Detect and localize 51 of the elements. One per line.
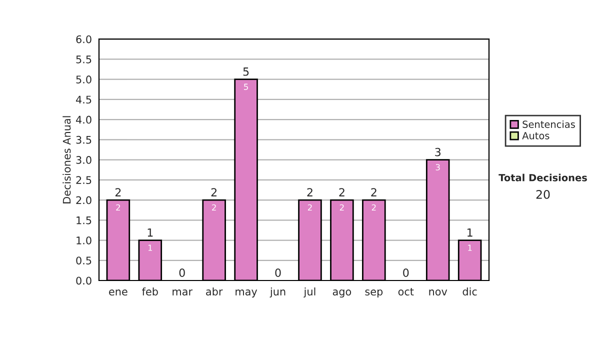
total-label: 5 xyxy=(243,68,249,76)
x-tick-label: jun xyxy=(270,287,286,298)
x-tick-label: ene xyxy=(109,290,128,296)
text: Total Decisiones xyxy=(498,174,587,182)
y-tick-label: 6.0 xyxy=(76,35,92,44)
x-tick-label: sep xyxy=(365,290,383,298)
x-tick-label: ago xyxy=(332,290,352,298)
data-label: 2 xyxy=(372,204,376,211)
total-label: 1 xyxy=(148,228,153,237)
y-tick-label: 0.0 xyxy=(76,276,92,285)
data-label: 3 xyxy=(436,164,440,170)
y-tick-label: 2.0 xyxy=(76,196,92,204)
total-label: 1 xyxy=(468,228,472,237)
data-label: 1 xyxy=(148,244,152,251)
x-tick-label: feb xyxy=(142,287,158,296)
x-tick-label: jul xyxy=(304,287,316,298)
y-tick-label: 0.5 xyxy=(76,256,92,264)
y-tick-label: 4.5 xyxy=(76,96,92,104)
total-label: 3 xyxy=(435,148,440,156)
y-tick-label: 5.0 xyxy=(76,76,92,84)
data-label: 1 xyxy=(468,244,472,251)
total-label: 0 xyxy=(275,268,281,277)
x-tick-label: abr xyxy=(206,287,223,296)
x-tick-label: mar xyxy=(172,290,193,296)
data-label: 2 xyxy=(308,204,312,211)
legend-label: Sentencias xyxy=(522,120,575,128)
total-label: 0 xyxy=(403,268,409,277)
y-tick-label: 3.0 xyxy=(76,156,92,164)
text: 20 xyxy=(536,190,550,199)
data-label: 2 xyxy=(116,204,120,211)
y-tick-label: 4.0 xyxy=(76,116,92,124)
total-label: 0 xyxy=(179,268,185,277)
data-label: 5 xyxy=(244,84,248,90)
y-tick-label: 5.5 xyxy=(76,56,92,64)
y-tick-label: 1.0 xyxy=(76,236,92,244)
y-tick-label: 3.5 xyxy=(76,136,92,144)
x-tick-label: oct xyxy=(398,288,414,296)
data-label: 2 xyxy=(340,204,344,211)
total-label: 2 xyxy=(307,188,312,196)
total-label: 2 xyxy=(371,188,376,196)
x-tick-label: nov xyxy=(429,290,448,296)
legend-label: Autos xyxy=(522,132,550,140)
x-tick-label: dic xyxy=(462,287,477,296)
total-label: 2 xyxy=(339,188,344,196)
y-axis-title: Decisiones Anual xyxy=(62,116,71,204)
y-tick-label: 2.5 xyxy=(76,176,92,184)
total-label: 2 xyxy=(211,188,217,196)
y-tick-label: 1.5 xyxy=(76,216,92,224)
total-label: 2 xyxy=(115,188,121,196)
x-tick-label: may xyxy=(236,290,258,298)
data-label: 2 xyxy=(212,204,216,211)
